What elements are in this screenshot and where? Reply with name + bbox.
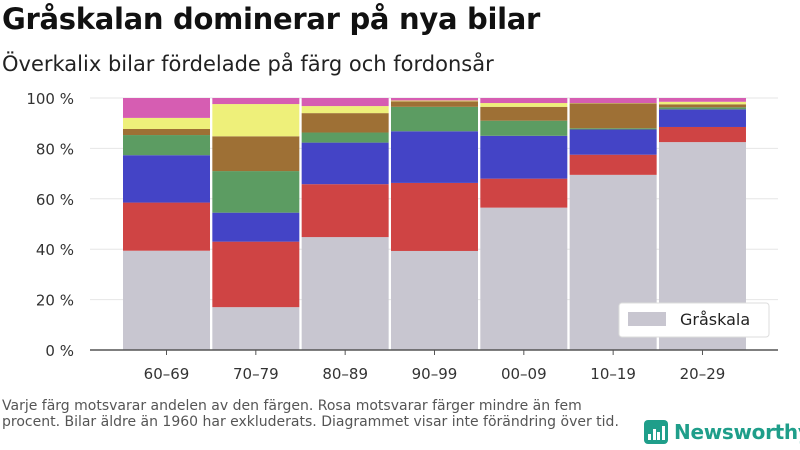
bar-segment	[301, 184, 389, 238]
y-tick-label: 60 %	[36, 191, 74, 209]
bar-segment	[480, 98, 568, 104]
bar-segment	[123, 117, 210, 129]
bar-segment	[212, 98, 300, 105]
bar-segment	[301, 132, 389, 143]
bar-segment	[658, 98, 746, 102]
bar-segment	[123, 155, 210, 203]
bar-segment	[123, 250, 210, 350]
bar-segment	[569, 103, 657, 129]
x-tick-label: 60–69	[144, 365, 190, 383]
bar-segment	[390, 100, 478, 102]
bar-segment	[123, 135, 210, 156]
logo-text: Newsworthy	[674, 420, 800, 444]
bar-segment	[212, 241, 300, 308]
bar-segment	[123, 202, 210, 251]
y-tick-label: 40 %	[36, 241, 74, 259]
chart-footnote: Varje färg motsvarar andelen av den färg…	[2, 398, 619, 430]
bar-segment	[390, 250, 478, 350]
bar-segment	[569, 128, 657, 130]
stacked-bar-chart: 0 % 20 % 40 % 60 % 80 % 100 % 60–69 70–79 80–89 9…	[26, 90, 778, 383]
legend-box	[618, 302, 770, 338]
bar-segment	[123, 98, 210, 118]
bar-segment	[301, 237, 389, 350]
bar-segment	[658, 101, 746, 105]
bar-chart-icon	[644, 420, 668, 444]
y-tick-label: 80 %	[36, 140, 74, 158]
bar-segment	[390, 106, 478, 132]
bar-segment	[301, 113, 389, 133]
x-tick-label: 70–79	[233, 365, 279, 383]
bar-segment	[480, 135, 568, 179]
bar-segment	[212, 307, 300, 350]
chart-title: Gråskalan dominerar på nya bilar	[2, 2, 541, 36]
bar-segment	[212, 171, 300, 213]
bar-segment	[569, 154, 657, 175]
legend-swatch	[628, 312, 666, 326]
bar-segment	[301, 98, 389, 107]
bar-segment	[390, 98, 478, 101]
bar-segment	[123, 128, 210, 136]
bar-segment	[658, 107, 746, 110]
x-tick-label: 10–19	[590, 365, 636, 383]
bar-segment	[212, 104, 300, 137]
bar-segment	[212, 212, 300, 242]
x-tick-label: 90–99	[412, 365, 458, 383]
bar-segment	[301, 106, 389, 114]
bar-segment	[480, 207, 568, 350]
newsworthy-logo: Newsworthy	[644, 420, 800, 444]
bar-segment	[480, 178, 568, 208]
bar-segment	[390, 101, 478, 107]
bar-segment	[480, 106, 568, 121]
x-tick-label: 80–89	[322, 365, 368, 383]
bar-segment	[569, 129, 657, 155]
bar-segment	[390, 182, 478, 251]
x-tick-label: 20–29	[680, 365, 726, 383]
y-tick-label: 0 %	[45, 342, 74, 360]
bar-segment	[658, 109, 746, 127]
bar-segment	[301, 142, 389, 185]
chart-subtitle: Överkalix bilar fördelade på färg och fo…	[2, 52, 494, 76]
legend-label: Gråskala	[680, 310, 750, 329]
bar-segment	[480, 120, 568, 136]
bar-segment	[658, 126, 746, 143]
bar-segment	[658, 104, 746, 108]
bar-segment	[569, 98, 657, 104]
x-tick-label: 00–09	[501, 365, 547, 383]
bar-segment	[212, 136, 300, 172]
y-tick-label: 20 %	[36, 292, 74, 310]
y-tick-label: 100 %	[26, 90, 74, 108]
bar-segment	[390, 131, 478, 183]
bar-segment	[480, 103, 568, 107]
